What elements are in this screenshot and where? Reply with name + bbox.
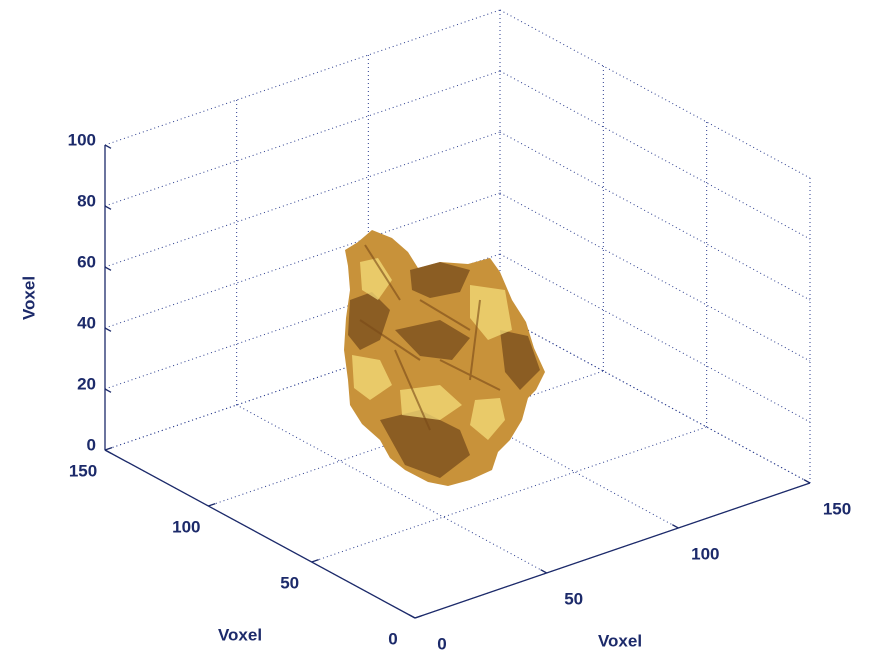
grid-line [105, 10, 500, 145]
grid-line [500, 71, 810, 239]
x-tick-label: 150 [823, 499, 851, 518]
chart: 0 50 100 150 0 50 100 150 0 20 40 60 80 100 Voxel Vox… [0, 0, 880, 658]
z-tick [105, 328, 111, 331]
x-tick [409, 615, 415, 618]
y-tick [415, 616, 422, 618]
z-tick-label: 0 [87, 435, 96, 454]
x-tick-label: 100 [691, 544, 719, 563]
y-tick [105, 448, 112, 450]
grid-line [105, 71, 500, 206]
z-tick [105, 389, 111, 392]
y-tick-label: 100 [172, 517, 200, 536]
x-axis [415, 483, 810, 618]
z-tick [105, 206, 111, 209]
grid-line [105, 132, 500, 267]
z-tick-label: 100 [68, 130, 96, 149]
y-tick [312, 560, 319, 562]
grid-line [500, 193, 810, 361]
z-tick-label: 60 [77, 252, 96, 271]
z-tick [105, 145, 111, 148]
x-tick [804, 480, 810, 483]
z-tick-label: 80 [77, 191, 96, 210]
z-axis-label: Voxel [19, 276, 38, 320]
z-tick-label: 40 [77, 313, 96, 332]
isosurface [344, 230, 545, 486]
x-tick [541, 570, 547, 573]
z-tick [105, 450, 111, 453]
x-tick [672, 525, 678, 528]
grid-line [500, 254, 810, 422]
grid-line [500, 10, 810, 178]
z-tick [105, 267, 111, 270]
y-tick [208, 504, 215, 506]
y-tick-label: 50 [280, 573, 299, 592]
x-tick-label: 50 [564, 589, 583, 608]
y-axis-label: Voxel [218, 625, 262, 644]
z-tick-label: 20 [77, 374, 96, 393]
x-axis-label: Voxel [598, 631, 642, 650]
y-tick-label: 0 [388, 629, 397, 648]
grid-line [312, 427, 707, 562]
y-tick-label: 150 [69, 461, 97, 480]
y-axis [105, 450, 415, 618]
x-tick-label: 0 [437, 634, 446, 653]
grid-line [500, 132, 810, 300]
